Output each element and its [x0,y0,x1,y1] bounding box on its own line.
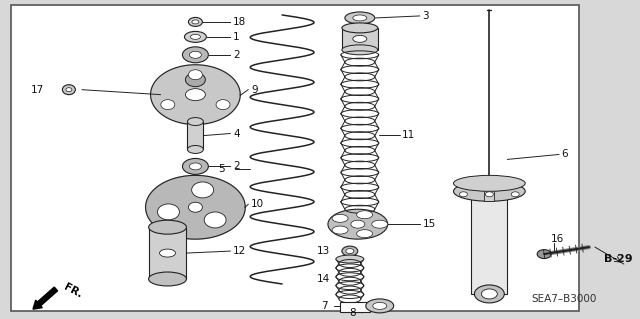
Text: 15: 15 [422,219,436,229]
Text: 10: 10 [252,199,264,209]
Bar [11,5,579,311]
Ellipse shape [460,192,467,197]
Ellipse shape [474,285,504,303]
Text: B-29: B-29 [604,254,632,264]
Ellipse shape [366,299,394,313]
Ellipse shape [481,289,497,299]
Text: 11: 11 [402,130,415,139]
Text: SEA7–B3000: SEA7–B3000 [531,294,596,304]
Bar [336,259,364,299]
FancyArrow shape [33,287,58,309]
Ellipse shape [356,230,372,238]
Ellipse shape [454,175,525,191]
Bar [472,191,508,294]
Ellipse shape [148,272,186,286]
Ellipse shape [188,118,204,126]
Text: 7: 7 [321,301,328,311]
Bar [342,28,378,50]
Ellipse shape [182,159,209,174]
Text: 4: 4 [233,129,240,138]
Ellipse shape [204,212,226,228]
Bar [188,122,204,150]
Ellipse shape [184,31,206,42]
Ellipse shape [159,249,175,257]
Ellipse shape [186,73,205,87]
Ellipse shape [454,181,525,201]
Text: 13: 13 [317,246,330,256]
Ellipse shape [186,89,205,100]
Ellipse shape [342,246,358,256]
Ellipse shape [332,214,348,222]
Ellipse shape [188,18,202,26]
Text: 2: 2 [233,161,240,171]
Ellipse shape [336,255,364,263]
Text: 17: 17 [31,85,44,95]
Text: 16: 16 [551,234,564,244]
Text: 14: 14 [317,274,330,284]
Ellipse shape [188,145,204,153]
Ellipse shape [485,192,493,197]
Ellipse shape [66,88,72,92]
Ellipse shape [356,211,372,219]
Ellipse shape [345,12,375,24]
Polygon shape [145,175,245,239]
Ellipse shape [188,70,202,80]
Ellipse shape [189,163,202,170]
Ellipse shape [328,209,388,239]
Ellipse shape [216,100,230,110]
Text: 9: 9 [252,85,258,95]
Ellipse shape [332,226,348,234]
Ellipse shape [342,23,378,33]
Ellipse shape [191,182,214,198]
Text: 3: 3 [422,11,429,21]
Text: FR.: FR. [62,282,84,300]
Ellipse shape [537,249,551,259]
Text: 1: 1 [233,32,240,42]
Ellipse shape [192,20,199,24]
Ellipse shape [62,85,76,95]
Text: 6: 6 [561,149,568,160]
Bar [148,227,186,279]
Ellipse shape [353,15,367,21]
Ellipse shape [372,302,387,309]
Text: 8: 8 [349,308,356,318]
Ellipse shape [351,220,365,228]
Bar [341,55,379,214]
Bar [484,187,494,201]
Ellipse shape [372,220,388,228]
Ellipse shape [346,249,354,254]
Text: 18: 18 [233,17,246,27]
Ellipse shape [353,35,367,42]
Ellipse shape [511,192,519,197]
Bar [340,302,370,312]
Ellipse shape [182,47,209,63]
Ellipse shape [189,51,202,58]
Ellipse shape [191,34,200,39]
Ellipse shape [161,100,175,110]
Ellipse shape [188,202,202,212]
Polygon shape [150,65,240,124]
Ellipse shape [157,204,179,220]
Ellipse shape [148,220,186,234]
Text: 2: 2 [233,50,240,60]
Text: 12: 12 [233,246,246,256]
Text: 5: 5 [219,164,225,174]
Ellipse shape [342,45,378,55]
